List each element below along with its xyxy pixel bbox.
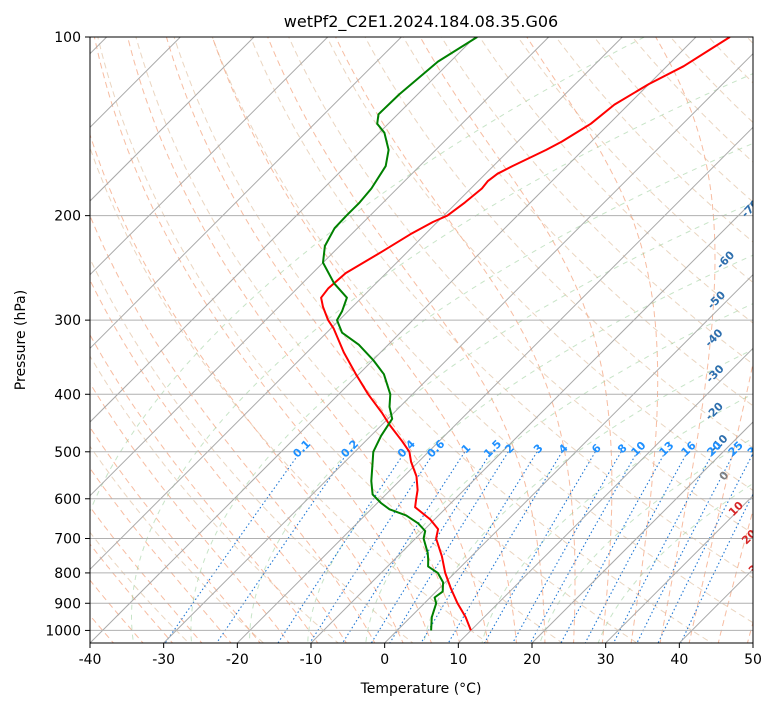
temperature-profile-line — [320, 37, 731, 631]
y-tick-label: 800 — [54, 566, 81, 582]
x-tick-label: -40 — [79, 652, 102, 668]
profile-series — [320, 37, 731, 631]
mixing-ratio-line — [341, 451, 466, 643]
mixing-ratio-label: 36 — [766, 439, 775, 459]
mixing-ratio-line — [584, 451, 688, 643]
isotherm — [90, 37, 623, 571]
mixing-ratio-line — [483, 451, 596, 643]
theta-e-line — [481, 393, 753, 643]
mixing-ratio-line — [657, 452, 753, 643]
mixing-ratio-line — [512, 451, 622, 643]
isotherm — [752, 642, 753, 643]
x-axis-label: Temperature (°C) — [360, 681, 482, 697]
mixing-ratio-line — [164, 451, 301, 643]
dry-adiabat — [135, 37, 638, 643]
theta-e-line — [190, 142, 753, 643]
isotherm — [384, 273, 753, 643]
mixing-ratio-line — [636, 451, 736, 643]
x-tick-label: 0 — [380, 652, 389, 668]
moist-adiabat-label: -90 — [769, 121, 775, 144]
moist-adiabat — [90, 214, 376, 643]
isotherm — [605, 494, 753, 643]
x-tick-label: -10 — [300, 652, 323, 668]
x-tick-label: 10 — [449, 652, 467, 668]
isotherm — [90, 37, 476, 423]
isotherm — [163, 52, 753, 643]
y-tick-label: 700 — [54, 532, 81, 548]
dewpoint-profile-line — [322, 37, 478, 631]
isotherm — [531, 421, 753, 643]
y-tick-label: 100 — [54, 30, 81, 46]
isotherm — [90, 37, 255, 202]
moist-adiabat-label: -80 — [752, 162, 775, 185]
y-tick-label: 300 — [54, 313, 81, 329]
y-tick-label: 600 — [54, 492, 81, 508]
dry-adiabat — [326, 37, 753, 492]
mixing-ratio-line — [389, 451, 509, 643]
isotherm — [90, 37, 550, 497]
plot-background — [90, 37, 753, 643]
mixing-ratio-line — [370, 451, 492, 643]
pressure-gridlines — [90, 37, 753, 631]
isotherm — [90, 37, 402, 350]
isotherm — [310, 200, 753, 643]
dry-adiabat — [90, 146, 489, 643]
chart-title: wetPf2_C2E1.2024.184.08.35.G06 — [284, 12, 558, 32]
dry-adiabat — [440, 37, 753, 365]
isotherm — [457, 347, 753, 643]
moist-adiabat — [90, 133, 404, 643]
dry-adiabat — [288, 37, 753, 535]
isotherm — [90, 37, 329, 276]
dry-adiabat — [90, 257, 414, 643]
y-tick-label: 900 — [54, 596, 81, 612]
x-tick-label: -20 — [226, 652, 249, 668]
y-tick-label: 1000 — [45, 623, 81, 639]
mixing-ratio-label: 30 — [745, 439, 765, 459]
y-tick-label: 500 — [54, 445, 81, 461]
theta-e-line — [90, 37, 646, 513]
x-tick-label: -30 — [152, 652, 175, 668]
y-tick-label: 400 — [54, 387, 81, 403]
y-tick-label: 200 — [54, 209, 81, 225]
axes: -40 -30 -20 -10 0 10 20 30 40 50 100 200 300 400 500 60… — [45, 30, 762, 668]
y-axis-label: Pressure (hPa) — [13, 290, 29, 390]
dry-adiabat — [364, 37, 753, 449]
dry-adiabat — [479, 37, 753, 324]
dry-adiabat — [90, 445, 265, 643]
x-tick-label: 50 — [744, 652, 762, 668]
x-tick-label: 40 — [670, 652, 688, 668]
theta-e-label: 40 — [761, 587, 775, 607]
x-tick-label: 30 — [597, 652, 615, 668]
x-tick-label: 20 — [523, 652, 541, 668]
dry-adiabat — [211, 37, 753, 624]
isotherm — [236, 126, 753, 643]
mixing-ratio-line — [309, 451, 436, 643]
plot-frame — [89, 36, 754, 644]
isotherm — [90, 37, 697, 643]
theta-e-label: 30 — [746, 557, 766, 577]
